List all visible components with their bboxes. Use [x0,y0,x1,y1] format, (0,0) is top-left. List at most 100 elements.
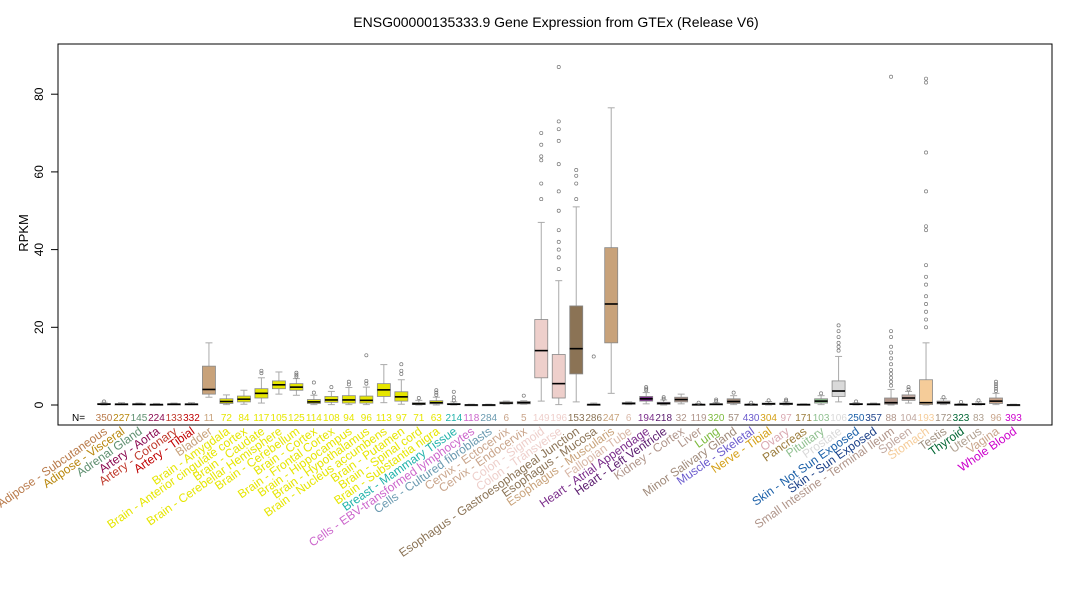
outlier-point [994,379,998,384]
chart-title: ENSG00000135333.9 Gene Expression from G… [353,14,758,30]
outlier-point [889,329,894,334]
box-4 [149,402,164,406]
sample-count-label: 350 [96,413,113,424]
outlier-point [924,274,928,279]
sample-count-label: 133 [166,413,183,424]
sample-count-label: 357 [865,413,882,424]
outlier-point [644,386,649,391]
outlier-point [574,181,579,186]
outlier-point [556,247,561,252]
sample-count-label: 114 [306,413,322,424]
outlier-point [434,390,439,395]
outlier-point [399,371,404,376]
outlier-point [102,399,106,404]
outlier-point [924,80,928,85]
sample-count-label: 96 [990,413,1002,424]
box-50 [954,399,968,406]
outlier-point [434,392,439,397]
box-9 [237,389,251,405]
sample-count-label: 430 [743,413,760,424]
box-11 [271,371,286,395]
box-45 [866,402,881,406]
box-iqr [884,397,898,405]
outlier-point [451,389,456,394]
box-15 [341,379,356,406]
sample-count-label: 118 [463,413,479,424]
sample-count-label: 227 [113,413,130,424]
outlier-point [836,340,841,345]
outlier-point [329,385,334,390]
sample-count-label: 145 [131,413,148,424]
n-prefix-label: N= [72,413,85,424]
sample-count-label: 196 [550,413,567,424]
outlier-point [539,197,544,202]
outlier-point [924,302,928,306]
sample-count-label: 83 [973,413,985,424]
sample-count-label: 63 [431,413,443,424]
sample-count-label: 218 [655,413,672,424]
sample-count-label: 57 [728,413,740,424]
outlier-point [539,154,544,159]
outlier-point [854,399,859,404]
box-27 [551,65,566,406]
outlier-point [784,397,789,402]
box-6 [184,402,199,406]
sample-count-label: 153 [568,413,585,424]
box-series [97,65,1021,407]
outlier-point [836,335,841,339]
sample-count-label: 105 [271,413,288,424]
outlier-point [784,398,789,403]
outlier-point [889,356,894,361]
outlier-point [294,374,299,379]
outlier-point [924,76,928,81]
outlier-point [994,384,998,389]
box-10 [254,368,269,404]
outlier-point [696,400,701,405]
sample-count-label: 94 [343,413,355,424]
outlier-point [924,317,928,322]
outlier-point [434,388,439,393]
box-iqr [604,247,619,344]
outlier-point [976,398,981,403]
outlier-point [539,158,544,163]
outlier-point [574,173,579,178]
y-tick-label: 0 [32,401,46,408]
box-51 [971,398,986,406]
outlier-point [556,189,561,194]
sample-count-label: 149 [533,413,550,424]
outlier-point [556,162,561,167]
box-33 [656,395,671,406]
outlier-point [749,400,754,405]
sample-count-label: 88 [885,413,897,424]
sample-count-label: 304 [760,413,777,424]
outlier-point [556,228,561,233]
y-tick-label: 60 [32,165,46,179]
outlier-point [364,378,369,383]
outlier-point [714,399,719,404]
box-46 [884,74,898,406]
box-47 [901,385,916,404]
outlier-point [836,348,841,353]
box-37 [726,390,741,406]
outlier-point [906,385,911,390]
sample-count-label: 323 [953,413,970,424]
box-iqr [202,365,216,395]
outlier-point [924,294,928,299]
outlier-point [889,383,894,388]
sample-count-label: 172 [935,413,952,424]
sample-count-label: 194 [638,413,655,424]
sample-count-label: 6 [626,413,632,424]
outlier-point [994,389,998,393]
sample-count-label: 119 [691,413,707,424]
outlier-point [889,371,894,376]
outlier-point [924,228,928,233]
sample-count-label: 71 [413,413,425,424]
sample-count-label: 247 [603,413,620,424]
outlier-point [556,138,561,143]
box-20 [429,388,444,406]
outlier-point [539,142,544,147]
outlier-point [259,371,264,376]
outlier-point [556,127,561,132]
box-iqr [534,319,549,379]
